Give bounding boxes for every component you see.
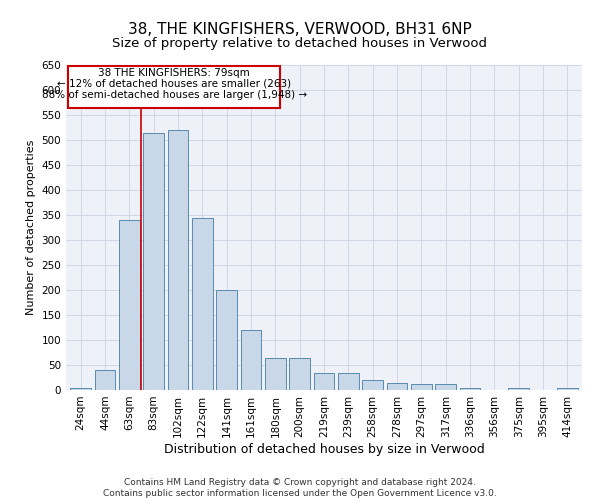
Bar xyxy=(508,388,529,390)
FancyBboxPatch shape xyxy=(68,66,280,108)
Bar xyxy=(338,372,359,390)
Bar xyxy=(460,388,481,390)
Bar xyxy=(436,384,456,390)
Bar xyxy=(241,330,262,390)
Text: Contains HM Land Registry data © Crown copyright and database right 2024.
Contai: Contains HM Land Registry data © Crown c… xyxy=(103,478,497,498)
Bar xyxy=(411,384,432,390)
Bar xyxy=(557,388,578,390)
Bar xyxy=(95,370,115,390)
Text: 38, THE KINGFISHERS, VERWOOD, BH31 6NP: 38, THE KINGFISHERS, VERWOOD, BH31 6NP xyxy=(128,22,472,38)
Bar xyxy=(314,372,334,390)
Text: 88% of semi-detached houses are larger (1,948) →: 88% of semi-detached houses are larger (… xyxy=(42,90,307,100)
Bar xyxy=(362,380,383,390)
X-axis label: Distribution of detached houses by size in Verwood: Distribution of detached houses by size … xyxy=(164,442,484,456)
Bar xyxy=(167,130,188,390)
Bar xyxy=(216,290,237,390)
Text: ← 12% of detached houses are smaller (263): ← 12% of detached houses are smaller (26… xyxy=(57,79,292,89)
Bar xyxy=(70,388,91,390)
Bar xyxy=(289,358,310,390)
Y-axis label: Number of detached properties: Number of detached properties xyxy=(26,140,36,315)
Text: Size of property relative to detached houses in Verwood: Size of property relative to detached ho… xyxy=(113,38,487,51)
Text: 38 THE KINGFISHERS: 79sqm: 38 THE KINGFISHERS: 79sqm xyxy=(98,68,250,78)
Bar xyxy=(386,382,407,390)
Bar xyxy=(119,220,140,390)
Bar xyxy=(192,218,212,390)
Bar xyxy=(265,358,286,390)
Bar xyxy=(143,132,164,390)
